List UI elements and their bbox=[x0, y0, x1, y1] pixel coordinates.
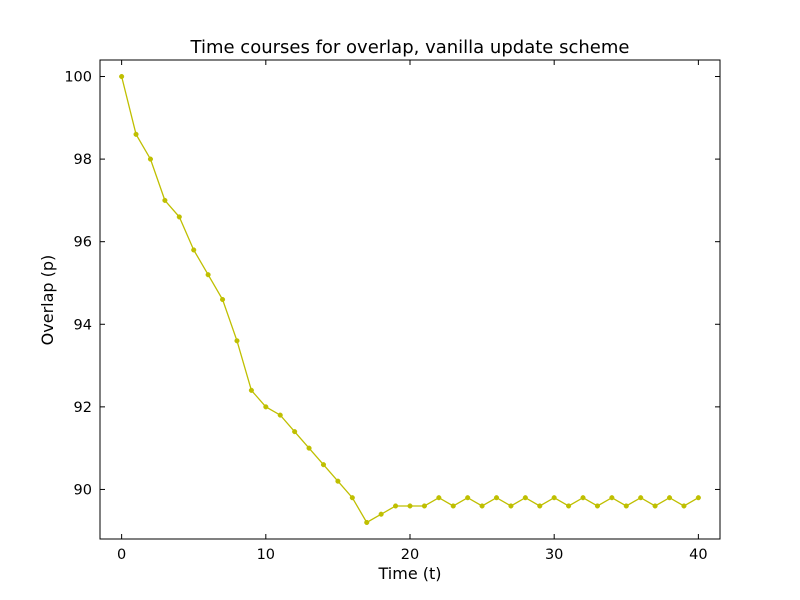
data-point bbox=[465, 495, 471, 501]
data-point bbox=[566, 503, 572, 509]
y-tick-label: 100 bbox=[64, 70, 92, 86]
y-tick-label: 90 bbox=[74, 482, 92, 498]
data-point bbox=[277, 412, 283, 418]
data-point bbox=[119, 73, 125, 80]
data-point bbox=[335, 478, 341, 484]
axis-ticks: 0 10 20 30 40 90 92 94 96 98 100 bbox=[64, 60, 720, 563]
y-tick-label: 98 bbox=[74, 152, 92, 168]
data-point bbox=[147, 156, 154, 162]
data-point bbox=[623, 503, 629, 509]
series-group bbox=[119, 73, 701, 526]
data-point bbox=[306, 445, 312, 451]
data-point bbox=[522, 495, 528, 501]
data-point bbox=[364, 519, 370, 526]
x-tick-label: 30 bbox=[545, 547, 563, 563]
data-point bbox=[349, 495, 355, 501]
y-tick-label: 92 bbox=[74, 400, 92, 416]
x-tick-label: 20 bbox=[401, 547, 419, 563]
x-tick-label: 0 bbox=[117, 547, 126, 563]
data-point bbox=[638, 495, 644, 501]
x-tick-label: 10 bbox=[257, 547, 275, 563]
data-point bbox=[551, 495, 557, 501]
data-point bbox=[421, 503, 427, 509]
data-point bbox=[695, 495, 701, 501]
data-point bbox=[176, 214, 182, 220]
data-point bbox=[681, 503, 687, 509]
data-point bbox=[320, 462, 327, 468]
data-point bbox=[292, 429, 298, 435]
y-tick-label: 96 bbox=[74, 235, 92, 251]
data-point bbox=[407, 503, 413, 509]
data-point bbox=[234, 338, 240, 344]
x-axis-label: Time (t) bbox=[378, 564, 442, 583]
data-point bbox=[378, 511, 384, 517]
data-point bbox=[393, 503, 399, 509]
y-axis-label: Overlap (p) bbox=[38, 255, 57, 346]
data-point bbox=[133, 131, 139, 137]
data-point bbox=[508, 503, 514, 509]
data-point bbox=[609, 495, 615, 501]
data-point bbox=[220, 296, 226, 303]
data-point bbox=[205, 272, 211, 278]
data-point bbox=[594, 503, 600, 509]
y-tick-label: 94 bbox=[74, 317, 92, 333]
data-point bbox=[666, 495, 673, 501]
data-point bbox=[436, 495, 442, 501]
x-tick-label: 40 bbox=[689, 547, 707, 563]
data-point bbox=[479, 503, 485, 509]
data-point bbox=[580, 495, 586, 501]
data-point bbox=[248, 387, 254, 393]
data-point bbox=[263, 404, 269, 410]
data-point bbox=[493, 495, 500, 501]
data-point bbox=[537, 503, 543, 509]
data-point bbox=[191, 247, 197, 253]
data-point bbox=[652, 503, 658, 509]
data-point bbox=[450, 503, 456, 509]
data-point bbox=[162, 197, 168, 203]
plot-area bbox=[99, 59, 721, 540]
chart-title: Time courses for overlap, vanilla update… bbox=[190, 37, 630, 58]
